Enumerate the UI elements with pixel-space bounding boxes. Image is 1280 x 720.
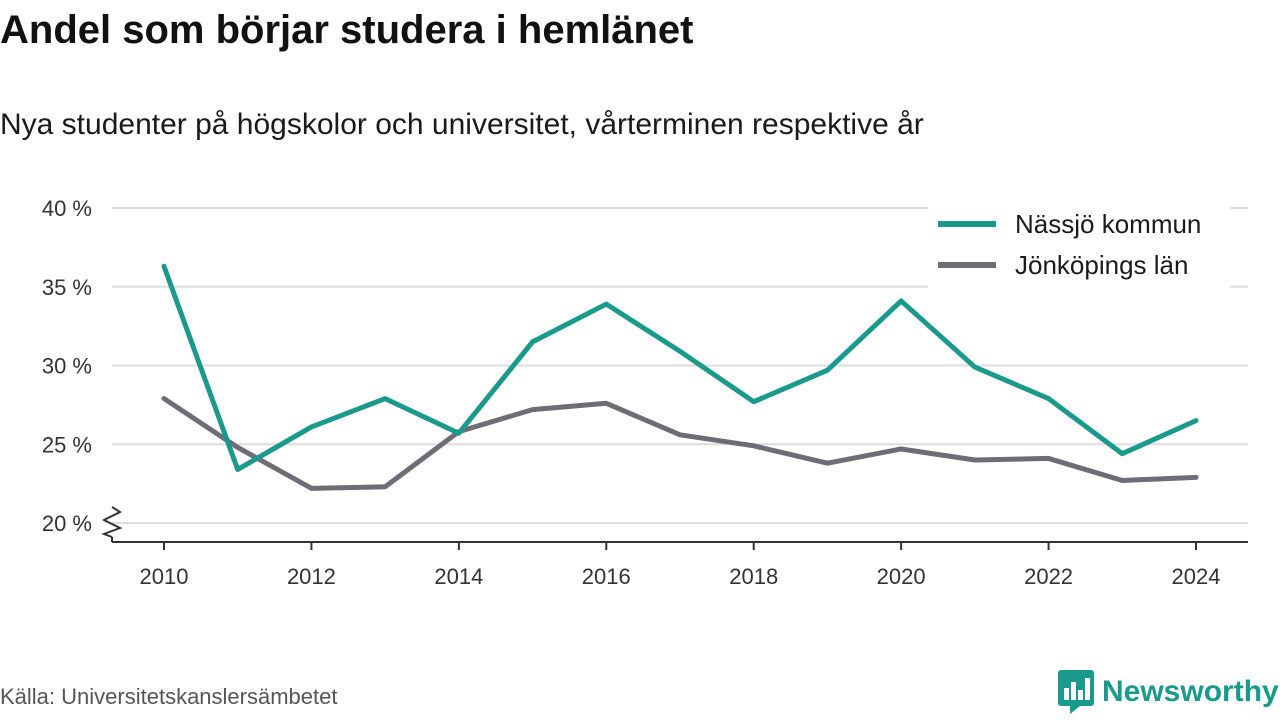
y-tick-label: 25 % xyxy=(42,432,92,457)
x-tick-label: 2018 xyxy=(729,564,778,589)
axes: 20 % 25 % 30 % 35 % 40 % 2010 2012 2014 2016 2018… xyxy=(42,196,1248,589)
legend-label: Jönköpings län xyxy=(1015,250,1188,280)
y-tick-label: 20 % xyxy=(42,511,92,536)
series-line-jonkopings-lan xyxy=(161,396,1199,491)
y-tick-label: 40 % xyxy=(42,196,92,221)
y-tick-label: 35 % xyxy=(42,275,92,300)
chart-subtitle: Nya studenter på högskolor och universit… xyxy=(0,108,924,141)
legend: Nässjö kommun Jönköpings län xyxy=(928,200,1230,288)
line-chart: 20 % 25 % 30 % 35 % 40 % 2010 2012 2014 2016 2018… xyxy=(42,196,1248,589)
x-tick-label: 2022 xyxy=(1024,564,1073,589)
y-tick-label: 30 % xyxy=(42,354,92,379)
brand-logo[interactable]: Newsworthy xyxy=(1058,670,1279,714)
zigzag-axis-break-icon xyxy=(101,506,123,538)
series-line-nassjo-kommun xyxy=(161,263,1199,472)
series-lines xyxy=(161,263,1199,491)
x-tick-label: 2010 xyxy=(140,564,189,589)
bar-chart-speech-bubble-icon xyxy=(1058,670,1094,714)
legend-background xyxy=(928,200,1230,288)
chart-title: Andel som börjar studera i hemlänet xyxy=(0,8,694,52)
x-tick-label: 2014 xyxy=(434,564,483,589)
x-tick-label: 2016 xyxy=(582,564,631,589)
legend-label: Nässjö kommun xyxy=(1015,209,1201,239)
x-tick-label: 2020 xyxy=(877,564,926,589)
source-note: Källa: Universitetskanslersämbetet xyxy=(0,684,338,709)
x-tick-label: 2012 xyxy=(287,564,336,589)
x-tick-label: 2024 xyxy=(1172,564,1221,589)
brand-name: Newsworthy xyxy=(1102,675,1279,708)
